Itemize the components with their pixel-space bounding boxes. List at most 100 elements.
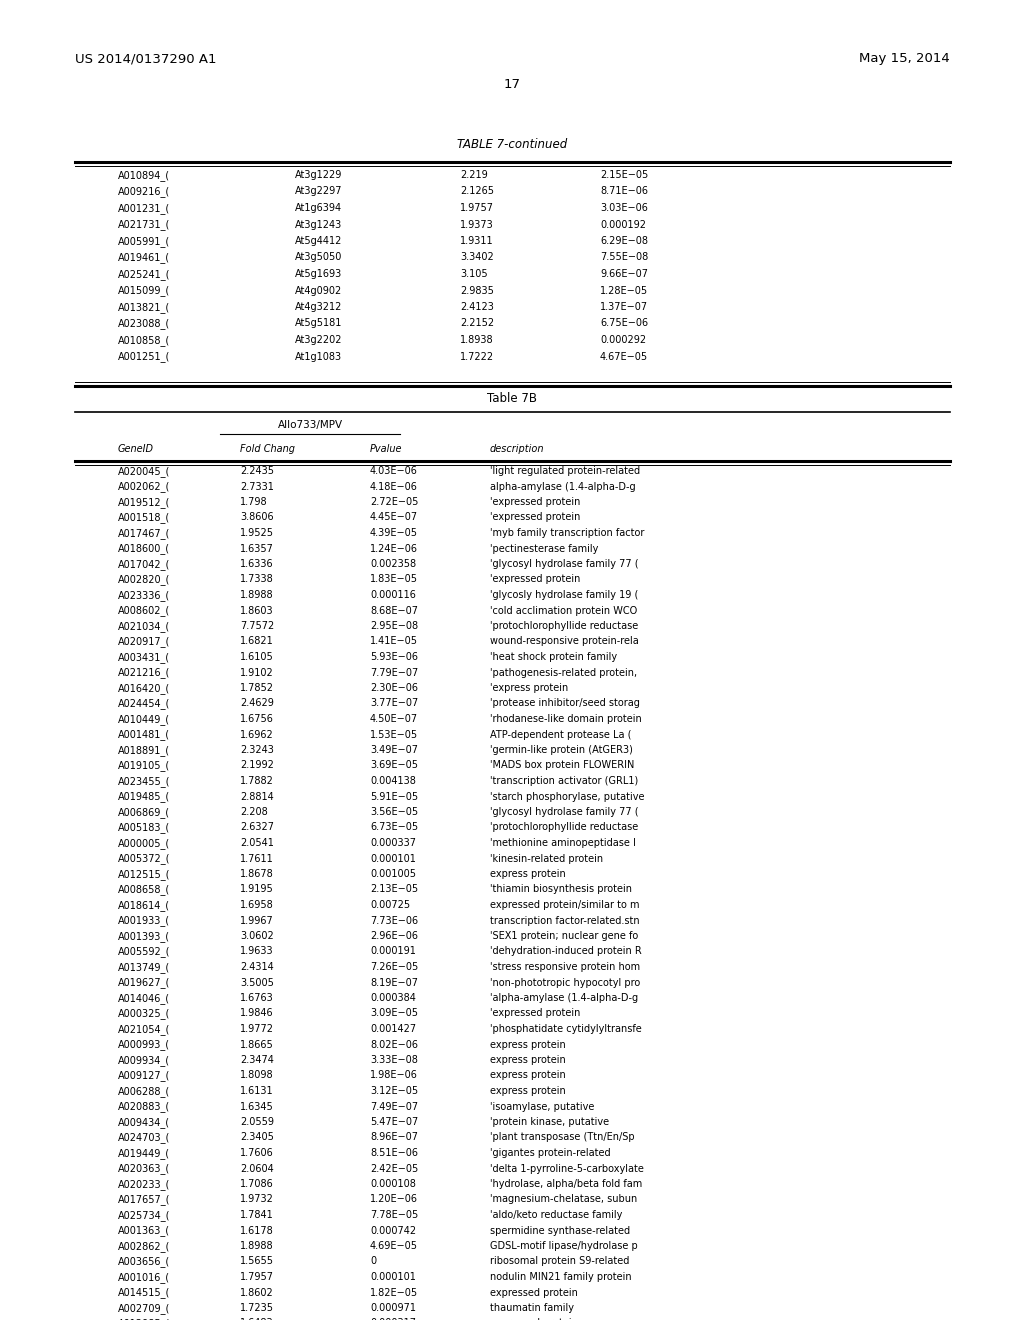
Text: 'pathogenesis-related protein,: 'pathogenesis-related protein, — [490, 668, 637, 677]
Text: 2.95E−08: 2.95E−08 — [370, 620, 418, 631]
Text: 1.8988: 1.8988 — [240, 1241, 273, 1251]
Text: 7.26E−05: 7.26E−05 — [370, 962, 418, 972]
Text: 'rhodanese-like domain protein: 'rhodanese-like domain protein — [490, 714, 642, 723]
Text: 0.000317: 0.000317 — [370, 1319, 416, 1320]
Text: A024454_(: A024454_( — [118, 698, 170, 709]
Text: A002862_(: A002862_( — [118, 1241, 170, 1251]
Text: 0.000292: 0.000292 — [600, 335, 646, 345]
Text: TABLE 7-continued: TABLE 7-continued — [457, 139, 567, 150]
Text: Fold Chang: Fold Chang — [240, 444, 295, 454]
Text: 'transcription activator (GRL1): 'transcription activator (GRL1) — [490, 776, 638, 785]
Text: 1.6345: 1.6345 — [240, 1101, 273, 1111]
Text: 1.6357: 1.6357 — [240, 544, 273, 553]
Text: 2.9835: 2.9835 — [460, 285, 494, 296]
Text: 1.8665: 1.8665 — [240, 1040, 273, 1049]
Text: 1.6336: 1.6336 — [240, 558, 273, 569]
Text: 7.55E−08: 7.55E−08 — [600, 252, 648, 263]
Text: 1.7957: 1.7957 — [240, 1272, 274, 1282]
Text: 1.53E−05: 1.53E−05 — [370, 730, 418, 739]
Text: 1.7882: 1.7882 — [240, 776, 273, 785]
Text: A000005_(: A000005_( — [118, 838, 170, 849]
Text: 2.72E−05: 2.72E−05 — [370, 498, 419, 507]
Text: A025241_(: A025241_( — [118, 269, 171, 280]
Text: 1.8098: 1.8098 — [240, 1071, 273, 1081]
Text: 1.37E−07: 1.37E−07 — [600, 302, 648, 312]
Text: 'pectinesterase family: 'pectinesterase family — [490, 544, 598, 553]
Text: 1.7611: 1.7611 — [240, 854, 273, 863]
Text: 2.2152: 2.2152 — [460, 318, 495, 329]
Text: At1g1083: At1g1083 — [295, 351, 342, 362]
Text: 2.8814: 2.8814 — [240, 792, 273, 801]
Text: 'protochlorophyllide reductase: 'protochlorophyllide reductase — [490, 620, 638, 631]
Text: At5g1693: At5g1693 — [295, 269, 342, 279]
Text: 6.29E−08: 6.29E−08 — [600, 236, 648, 246]
Text: A000325_(: A000325_( — [118, 1008, 170, 1019]
Text: wound-responsive protein-rela: wound-responsive protein-rela — [490, 636, 639, 647]
Text: 3.49E−07: 3.49E−07 — [370, 744, 418, 755]
Text: 4.69E−05: 4.69E−05 — [370, 1241, 418, 1251]
Text: 2.96E−06: 2.96E−06 — [370, 931, 418, 941]
Text: 7.73E−06: 7.73E−06 — [370, 916, 418, 925]
Text: A000993_(: A000993_( — [118, 1040, 170, 1051]
Text: 3.0602: 3.0602 — [240, 931, 273, 941]
Text: A006288_(: A006288_( — [118, 1086, 170, 1097]
Text: At5g5181: At5g5181 — [295, 318, 342, 329]
Text: 3.12E−05: 3.12E−05 — [370, 1086, 418, 1096]
Text: 4.18E−06: 4.18E−06 — [370, 482, 418, 491]
Text: 'magnesium-chelatase, subun: 'magnesium-chelatase, subun — [490, 1195, 637, 1204]
Text: Table 7B: Table 7B — [487, 392, 537, 405]
Text: 2.2435: 2.2435 — [240, 466, 274, 477]
Text: A014046_(: A014046_( — [118, 993, 170, 1005]
Text: A014515_(: A014515_( — [118, 1287, 170, 1299]
Text: A016420_(: A016420_( — [118, 682, 170, 694]
Text: 0.001005: 0.001005 — [370, 869, 416, 879]
Text: 'hydrolase, alpha/beta fold fam: 'hydrolase, alpha/beta fold fam — [490, 1179, 642, 1189]
Text: A019105_(: A019105_( — [118, 760, 170, 771]
Text: A005592_(: A005592_( — [118, 946, 171, 957]
Text: 'expressed protein: 'expressed protein — [490, 574, 581, 585]
Text: A008658_(: A008658_( — [118, 884, 170, 895]
Text: 3.09E−05: 3.09E−05 — [370, 1008, 418, 1019]
Text: 4.67E−05: 4.67E−05 — [600, 351, 648, 362]
Text: A002709_(: A002709_( — [118, 1303, 170, 1313]
Text: At1g6394: At1g6394 — [295, 203, 342, 213]
Text: 'starch phosphorylase, putative: 'starch phosphorylase, putative — [490, 792, 644, 801]
Text: 1.7852: 1.7852 — [240, 682, 274, 693]
Text: A001231_(: A001231_( — [118, 203, 170, 214]
Text: 'kinesin-related protein: 'kinesin-related protein — [490, 854, 603, 863]
Text: 2.7331: 2.7331 — [240, 482, 273, 491]
Text: 4.39E−05: 4.39E−05 — [370, 528, 418, 539]
Text: 1.9757: 1.9757 — [460, 203, 494, 213]
Text: 1.7235: 1.7235 — [240, 1303, 274, 1313]
Text: 4.50E−07: 4.50E−07 — [370, 714, 418, 723]
Text: 2.3405: 2.3405 — [240, 1133, 273, 1143]
Text: 1.9846: 1.9846 — [240, 1008, 273, 1019]
Text: 1.82E−05: 1.82E−05 — [370, 1287, 418, 1298]
Text: 1.6958: 1.6958 — [240, 900, 273, 909]
Text: 1.6763: 1.6763 — [240, 993, 273, 1003]
Text: 3.5005: 3.5005 — [240, 978, 273, 987]
Text: 1.8602: 1.8602 — [240, 1287, 273, 1298]
Text: 2.208: 2.208 — [240, 807, 267, 817]
Text: A013821_(: A013821_( — [118, 302, 170, 313]
Text: 3.69E−05: 3.69E−05 — [370, 760, 418, 771]
Text: A001933_(: A001933_( — [118, 916, 170, 927]
Text: A019627_(: A019627_( — [118, 978, 170, 989]
Text: A018891_(: A018891_( — [118, 744, 170, 756]
Text: 1.28E−05: 1.28E−05 — [600, 285, 648, 296]
Text: 'cold acclimation protein WCO: 'cold acclimation protein WCO — [490, 606, 637, 615]
Text: A013749_(: A013749_( — [118, 962, 170, 973]
Text: 1.8988: 1.8988 — [240, 590, 273, 601]
Text: A010894_(: A010894_( — [118, 170, 170, 181]
Text: A001016_(: A001016_( — [118, 1272, 170, 1283]
Text: A019449_(: A019449_( — [118, 1148, 170, 1159]
Text: 1.9525: 1.9525 — [240, 528, 274, 539]
Text: alpha-amylase (1.4-alpha-D-g: alpha-amylase (1.4-alpha-D-g — [490, 482, 636, 491]
Text: 0.000384: 0.000384 — [370, 993, 416, 1003]
Text: 1.6821: 1.6821 — [240, 636, 273, 647]
Text: A020233_(: A020233_( — [118, 1179, 170, 1189]
Text: A021731_(: A021731_( — [118, 219, 170, 231]
Text: 3.3402: 3.3402 — [460, 252, 494, 263]
Text: A024703_(: A024703_( — [118, 1133, 170, 1143]
Text: 'delta 1-pyrroline-5-carboxylate: 'delta 1-pyrroline-5-carboxylate — [490, 1163, 644, 1173]
